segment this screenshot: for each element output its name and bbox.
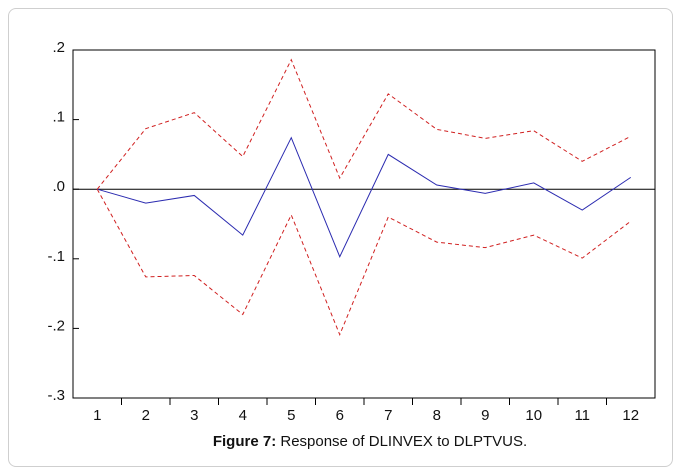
x-tick-label: 12 bbox=[622, 407, 639, 424]
y-tick-label: .2 bbox=[52, 39, 65, 56]
x-tick-label: 7 bbox=[384, 407, 392, 424]
x-tick-label: 2 bbox=[142, 407, 150, 424]
figure-frame bbox=[8, 8, 673, 467]
y-tick-label: -.3 bbox=[47, 387, 65, 404]
x-tick-label: 11 bbox=[574, 407, 590, 424]
y-tick-label: .0 bbox=[52, 178, 65, 195]
x-tick-label: 1 bbox=[93, 407, 101, 424]
caption: Figure 7: Response of DLINVEX to DLPTVUS… bbox=[213, 433, 527, 450]
confidence-band bbox=[96, 188, 632, 336]
y-tick-label: -.1 bbox=[47, 248, 65, 265]
response-line bbox=[97, 136, 632, 258]
confidence-band bbox=[96, 58, 631, 190]
x-tick-label: 4 bbox=[239, 407, 247, 424]
x-tick-label: 3 bbox=[190, 407, 198, 424]
caption-text: Response of DLINVEX to DLPTVUS. bbox=[280, 433, 527, 450]
caption-label: Figure 7: bbox=[213, 433, 276, 450]
x-tick-label: 9 bbox=[481, 407, 489, 424]
x-tick-label: 10 bbox=[525, 407, 542, 424]
x-tick-label: 6 bbox=[336, 407, 344, 424]
plot-frame bbox=[72, 49, 656, 399]
y-tick-label: .1 bbox=[52, 109, 65, 126]
y-tick-label: -.2 bbox=[47, 317, 65, 334]
x-tick-label: 5 bbox=[287, 407, 295, 424]
x-tick-label: 8 bbox=[433, 407, 441, 424]
